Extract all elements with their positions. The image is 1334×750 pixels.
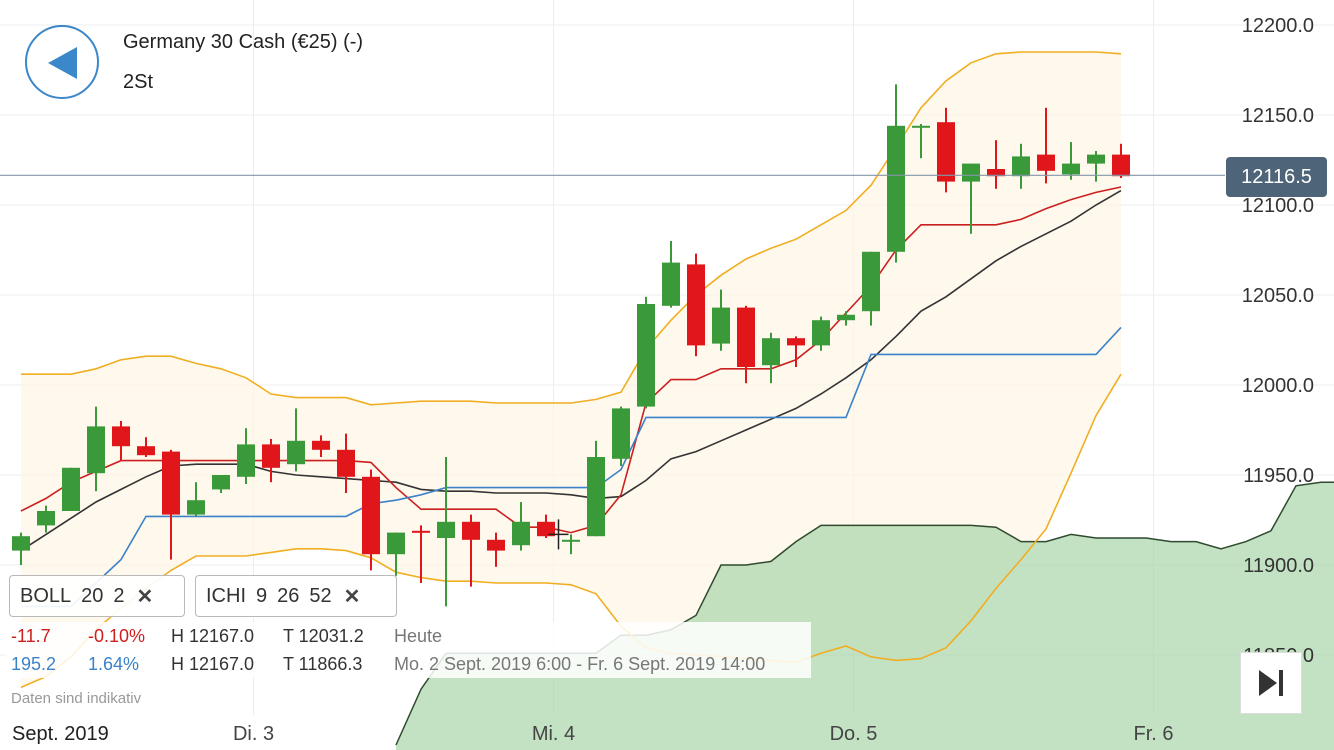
x-label-bg xyxy=(0,716,130,750)
high-value: H 12167.0 xyxy=(171,626,255,646)
candle-body xyxy=(612,408,630,459)
candle-body xyxy=(187,500,205,515)
indicator-param: 2 xyxy=(113,584,125,607)
candle-body xyxy=(487,539,505,551)
candle-body xyxy=(912,125,930,128)
stats-panel xyxy=(5,622,811,678)
change-percent: -0.10% xyxy=(88,626,146,646)
candle-body xyxy=(887,125,905,252)
candle-body xyxy=(387,532,405,555)
low-value: T 11866.3 xyxy=(283,654,363,674)
y-tick-label: 12150.0 xyxy=(1242,105,1314,127)
candle-body xyxy=(262,444,280,468)
scroll-to-latest-button[interactable] xyxy=(1240,652,1302,714)
low-value: T 12031.2 xyxy=(283,626,364,646)
candle-body xyxy=(762,338,780,366)
bollinger-lower-line xyxy=(20,373,1122,689)
current-price-badge: 12116.5 xyxy=(1226,157,1327,197)
change-value: 195.2 xyxy=(11,654,57,674)
candle-body xyxy=(312,440,330,450)
indicator-chip-ichi[interactable]: ICHI 9 26 52 ✕ xyxy=(195,575,397,617)
candle-body xyxy=(462,521,480,540)
candle-body xyxy=(437,521,455,538)
candle-body xyxy=(812,320,830,346)
period-label: Heute xyxy=(394,626,443,646)
candle-body xyxy=(937,122,955,182)
candle-body xyxy=(12,536,30,551)
candle-body xyxy=(512,521,530,546)
candle-body xyxy=(112,426,130,447)
candle-body xyxy=(87,426,105,474)
candle-body xyxy=(287,440,305,465)
x-axis-label: Fr. 6 xyxy=(1133,723,1173,745)
candle-body xyxy=(362,476,380,555)
indicator-name: ICHI xyxy=(206,584,246,607)
candle-body xyxy=(712,307,730,344)
kijun-line xyxy=(21,326,1122,608)
candle-body xyxy=(562,539,580,542)
candle-body xyxy=(987,169,1005,177)
x-axis-label: Di. 3 xyxy=(233,723,274,745)
candle-body xyxy=(412,530,430,533)
y-tick-label: 11950.0 xyxy=(1243,465,1314,487)
candle-body xyxy=(687,264,705,346)
candle-body xyxy=(837,314,855,321)
change-value: -11.7 xyxy=(11,626,51,646)
candle-body xyxy=(1012,156,1030,177)
candle-body xyxy=(737,307,755,367)
timeframe-label: 2St xyxy=(123,71,154,93)
remove-indicator-icon[interactable]: ✕ xyxy=(343,585,361,608)
indicator-chip-boll[interactable]: BOLL 20 2 ✕ xyxy=(9,575,185,617)
back-arrow-icon xyxy=(48,47,77,79)
bollinger-upper-line xyxy=(21,51,1122,406)
ichimoku-cloud xyxy=(396,482,1334,750)
candle-body xyxy=(1037,154,1055,171)
candle-body xyxy=(1112,154,1130,177)
candle-body xyxy=(787,338,805,346)
candle-body xyxy=(587,457,605,537)
candle-body xyxy=(537,521,555,537)
back-button[interactable] xyxy=(25,25,99,99)
candle-body xyxy=(162,451,180,515)
instrument-title: Germany 30 Cash (€25) (-) xyxy=(123,31,364,53)
indicator-param: 26 xyxy=(277,584,300,607)
y-tick-label: 12000.0 xyxy=(1242,375,1314,397)
change-percent: 1.64% xyxy=(88,654,140,674)
y-tick-label: 12100.0 xyxy=(1242,195,1314,217)
y-tick-label: 11900.0 xyxy=(1243,555,1314,577)
candle-body xyxy=(1062,163,1080,175)
candle-body xyxy=(637,304,655,407)
indicator-param: 9 xyxy=(256,584,268,607)
candle-body xyxy=(212,475,230,490)
bollinger-middle-line xyxy=(20,189,1122,552)
y-tick-label: 12050.0 xyxy=(1242,285,1314,307)
candle-body xyxy=(37,511,55,526)
candle-body xyxy=(662,262,680,306)
tenkan-line xyxy=(20,186,1122,534)
candle-body xyxy=(962,163,980,182)
y-tick-label: 12200.0 xyxy=(1242,15,1314,37)
x-axis-label: Mi. 4 xyxy=(532,723,575,745)
candle-body xyxy=(237,444,255,477)
x-axis-label: Do. 5 xyxy=(830,723,878,745)
candle-body xyxy=(62,467,80,511)
indicator-name: BOLL xyxy=(20,584,72,607)
indicator-param: 52 xyxy=(309,584,332,607)
candle-body xyxy=(1087,154,1105,164)
period-label: Mo. 2 Sept. 2019 6:00 - Fr. 6 Sept. 2019… xyxy=(394,654,766,674)
candle-body xyxy=(137,446,155,456)
high-value: H 12167.0 xyxy=(171,654,255,674)
skip-forward-icon xyxy=(1259,670,1283,696)
candle-body xyxy=(337,449,355,477)
disclaimer-text: Daten sind indikativ xyxy=(11,690,142,707)
x-axis-label: Sept. 2019 xyxy=(12,723,109,745)
candle-body xyxy=(862,251,880,312)
remove-indicator-icon[interactable]: ✕ xyxy=(136,585,154,608)
indicator-param: 20 xyxy=(81,584,104,607)
